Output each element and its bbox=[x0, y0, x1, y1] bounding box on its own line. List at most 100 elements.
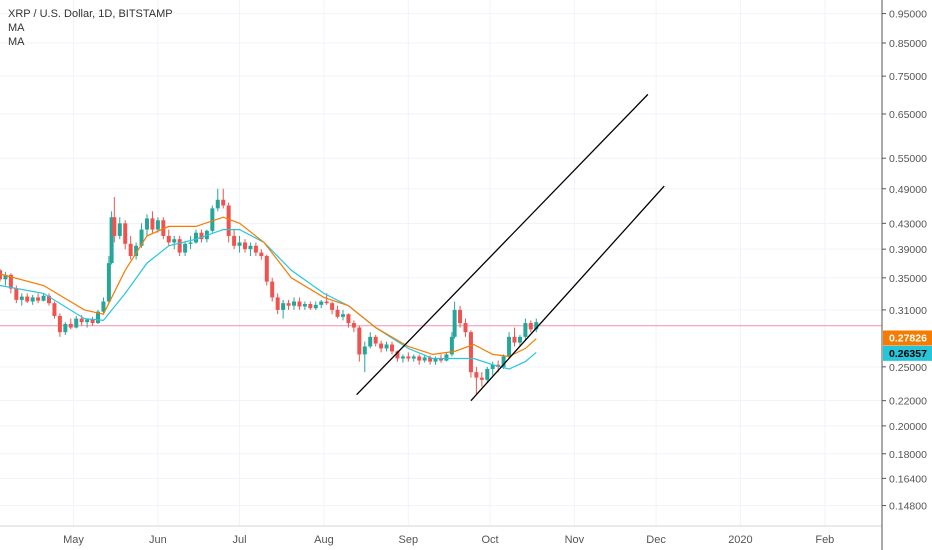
candle bbox=[259, 249, 264, 260]
y-tick-label: 0.25000 bbox=[889, 362, 927, 374]
candle-body bbox=[422, 357, 427, 361]
y-tick-label: 0.14800 bbox=[889, 501, 927, 513]
candle-body bbox=[101, 301, 106, 312]
candle bbox=[411, 354, 416, 362]
candle bbox=[226, 202, 231, 243]
candle-body bbox=[270, 281, 275, 298]
candle bbox=[145, 214, 149, 236]
candle-body bbox=[335, 309, 340, 317]
candle bbox=[335, 305, 340, 319]
candle-body bbox=[439, 358, 443, 361]
candle-body bbox=[232, 235, 237, 246]
x-tick-label: 2020 bbox=[728, 534, 752, 546]
y-tick-label: 0.43000 bbox=[889, 218, 927, 230]
candle-body bbox=[259, 252, 264, 257]
candle-body bbox=[485, 368, 490, 380]
candle bbox=[150, 211, 155, 233]
candle bbox=[507, 332, 512, 359]
candle bbox=[362, 341, 367, 373]
candle bbox=[297, 297, 302, 310]
price-axis: 0.95000 0.85000 0.75000 0.65000 0.55000 0.490… bbox=[881, 0, 932, 550]
candle bbox=[313, 301, 318, 310]
candle bbox=[512, 327, 517, 347]
candle bbox=[68, 318, 73, 330]
candle-body bbox=[449, 336, 454, 355]
candle-body bbox=[177, 239, 182, 253]
trend-channel bbox=[356, 93, 665, 402]
price-label: 0.26357 bbox=[889, 348, 927, 360]
candle-body bbox=[117, 223, 122, 236]
candle bbox=[166, 229, 171, 246]
candle-body bbox=[534, 322, 539, 330]
y-tick-label: 0.22000 bbox=[889, 396, 927, 408]
candle-body bbox=[145, 218, 149, 230]
candle bbox=[474, 366, 479, 395]
candle-body bbox=[166, 235, 171, 243]
candle-body bbox=[96, 311, 100, 324]
candle-body bbox=[150, 218, 155, 230]
x-tick-label: Aug bbox=[314, 534, 334, 546]
y-tick-label: 0.31000 bbox=[889, 305, 927, 317]
candle bbox=[270, 277, 275, 302]
candle-body bbox=[30, 297, 35, 302]
candle-body bbox=[324, 301, 329, 304]
candle-body bbox=[85, 319, 90, 323]
candle bbox=[308, 301, 313, 310]
candle-body bbox=[406, 356, 411, 359]
candle bbox=[528, 320, 533, 333]
candle-body bbox=[188, 242, 193, 244]
candle bbox=[177, 235, 182, 257]
candle-body bbox=[507, 336, 512, 357]
candle bbox=[281, 299, 286, 319]
candle bbox=[341, 309, 345, 321]
candle bbox=[19, 293, 24, 306]
candle bbox=[117, 217, 122, 240]
candle bbox=[485, 366, 490, 384]
candle-body bbox=[36, 297, 41, 301]
candle bbox=[52, 301, 57, 319]
candle-body bbox=[395, 351, 400, 359]
candle bbox=[41, 293, 46, 302]
ma-fast-line bbox=[0, 216, 537, 358]
candle bbox=[357, 325, 362, 362]
candle-body bbox=[155, 220, 160, 230]
candle bbox=[0, 268, 2, 282]
candle-body bbox=[79, 318, 84, 323]
chart-legend: XRP / U.S. Dollar, 1D, BITSTAMP MA MA bbox=[8, 7, 173, 49]
candle-body bbox=[474, 372, 479, 378]
candle bbox=[123, 220, 128, 250]
y-tick-label: 0.49000 bbox=[889, 184, 927, 196]
candle-body bbox=[308, 304, 313, 309]
candle bbox=[406, 352, 411, 362]
candle-body bbox=[3, 274, 8, 280]
candle-body bbox=[292, 301, 296, 306]
candle-body bbox=[433, 358, 438, 362]
y-tick-label: 0.20000 bbox=[889, 421, 927, 433]
ma-legend-1: MA bbox=[8, 22, 25, 34]
candle bbox=[128, 235, 133, 260]
candle-body bbox=[74, 318, 79, 328]
candle-body bbox=[221, 199, 226, 206]
candle bbox=[452, 301, 457, 339]
candle bbox=[183, 242, 188, 257]
candle bbox=[384, 341, 389, 352]
candle-body bbox=[106, 263, 111, 302]
candle-body bbox=[14, 288, 19, 300]
x-tick-label: Sep bbox=[399, 534, 419, 546]
candle-body bbox=[313, 304, 318, 309]
candle bbox=[523, 318, 528, 341]
candle-body bbox=[286, 303, 291, 306]
candle bbox=[275, 293, 280, 315]
candle-body bbox=[479, 377, 484, 380]
candle bbox=[286, 299, 291, 310]
candle bbox=[490, 361, 495, 376]
price-label-bg bbox=[883, 345, 932, 361]
x-tick-label: Oct bbox=[481, 534, 498, 546]
candle bbox=[199, 229, 204, 243]
price-label-bg bbox=[883, 330, 932, 346]
x-tick-label: Jul bbox=[233, 534, 247, 546]
symbol-title: XRP / U.S. Dollar, 1D, BITSTAMP bbox=[8, 8, 173, 20]
price-axis-bg bbox=[882, 0, 932, 550]
ma-slow-line bbox=[0, 229, 537, 370]
